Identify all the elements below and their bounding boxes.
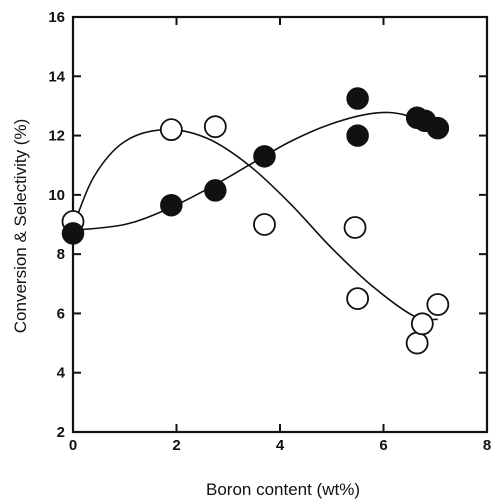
plot-area <box>71 15 489 434</box>
open-circle-point <box>253 213 276 236</box>
open-circle-point <box>343 216 367 239</box>
y-axis-label: Conversion & Selectivity (%) <box>11 119 30 333</box>
y-tick-label: 4 <box>57 365 66 382</box>
filled-circle-point <box>346 124 369 147</box>
open-circle-point <box>410 312 434 336</box>
filled-circle-point <box>426 116 450 140</box>
y-tick-label: 14 <box>48 68 65 85</box>
open-circle-point <box>346 287 370 311</box>
x-tick-label: 8 <box>483 437 491 454</box>
filled-circle-point <box>61 222 85 245</box>
filled-circle-point <box>160 193 183 217</box>
y-tick-label: 10 <box>48 187 65 204</box>
y-tick-label: 16 <box>48 9 65 26</box>
y-tick-label: 12 <box>48 128 65 145</box>
x-tick-label: 4 <box>276 437 285 454</box>
filled-circle-point <box>204 179 227 202</box>
open-circle-point <box>203 115 227 139</box>
y-tick-label: 8 <box>57 246 65 263</box>
y-tick-label: 2 <box>57 424 65 441</box>
data-points <box>61 87 450 355</box>
x-axis-label: Boron content (wt%) <box>206 480 360 499</box>
x-tick-label: 2 <box>172 437 180 454</box>
x-tick-label: 6 <box>379 437 387 454</box>
plot-frame <box>71 15 489 434</box>
y-tick-label: 6 <box>57 305 65 322</box>
x-tick-label: 0 <box>69 437 77 454</box>
open-circle-point <box>426 293 450 316</box>
open-circle-point <box>405 331 429 355</box>
filled-circle-point <box>346 87 369 110</box>
filled-circle-point <box>253 145 276 168</box>
fit-curves <box>72 111 439 321</box>
open-circle-point <box>159 118 183 142</box>
